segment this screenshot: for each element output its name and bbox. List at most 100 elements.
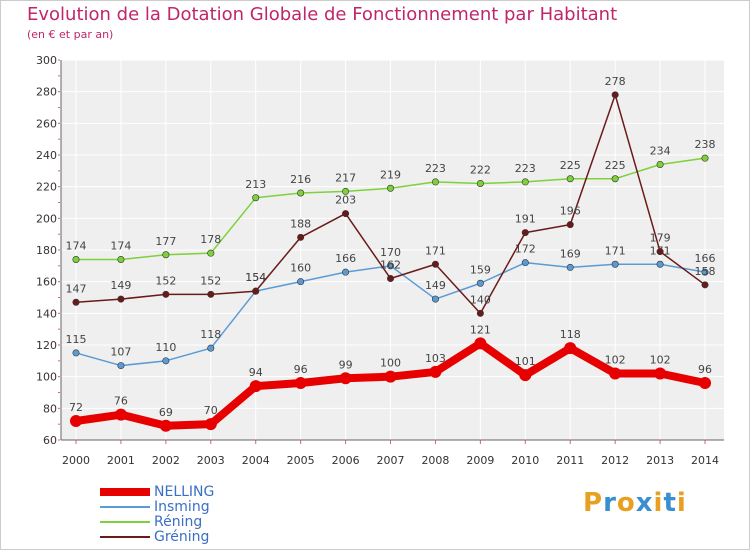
data-point-insming [207,344,215,352]
data-label-grening: 158 [695,265,716,278]
data-label-nelling: 100 [380,357,401,370]
data-point-insming [431,295,439,303]
y-tick-label: 300 [36,54,57,67]
legend-label: Insming [154,498,210,515]
data-label-grening: 152 [155,274,176,287]
data-point-nelling [474,337,487,350]
x-tick-label: 2007 [377,454,405,467]
y-tick-label: 140 [36,307,57,320]
data-point-rening [342,187,350,195]
data-label-nelling: 69 [159,406,173,419]
data-point-rening [431,178,439,186]
data-label-grening: 196 [560,205,581,218]
data-point-rening [521,178,529,186]
y-tick-label: 180 [36,244,57,257]
data-label-insming: 172 [515,243,536,256]
data-point-grening [656,248,664,256]
x-tick-label: 2013 [646,454,674,467]
legend-item: Réning [100,514,214,530]
data-point-rening [387,184,395,192]
data-label-insming: 171 [605,244,626,257]
data-label-insming: 166 [695,252,716,265]
chart-legend: NELLING Insming Réning Gréning [100,484,214,545]
data-label-insming: 160 [290,262,311,275]
data-point-insming [656,260,664,268]
x-tick-label: 2014 [691,454,719,467]
data-point-grening [431,260,439,268]
data-label-nelling: 70 [204,404,218,417]
data-label-insming: 166 [335,252,356,265]
data-label-insming: 107 [110,346,131,359]
data-label-insming: 110 [155,341,176,354]
legend-swatch [100,505,150,508]
data-point-grening [521,229,529,237]
data-label-insming: 154 [245,271,266,284]
data-label-nelling: 102 [650,354,671,367]
y-tick-label: 120 [36,339,57,352]
x-tick-label: 2002 [152,454,180,467]
data-label-insming: 115 [66,333,87,346]
x-tick-label: 2009 [466,454,494,467]
x-tick-label: 2003 [197,454,225,467]
data-point-nelling [114,408,127,421]
data-point-rening [297,189,305,197]
data-label-rening: 225 [560,159,581,172]
data-point-rening [207,249,215,257]
data-point-insming [72,349,80,357]
data-label-nelling: 94 [249,366,263,379]
data-label-insming: 169 [560,247,581,260]
data-point-nelling [519,369,532,382]
data-point-insming [521,259,529,267]
proxiti-logo: Proxiti [583,488,687,518]
data-label-rening: 219 [380,168,401,181]
data-point-nelling [204,418,217,431]
data-label-rening: 223 [425,162,446,175]
x-tick-label: 2004 [242,454,270,467]
legend-label: Gréning [154,528,210,545]
x-tick-label: 2011 [556,454,584,467]
data-point-grening [252,287,260,295]
data-label-nelling: 101 [515,355,536,368]
legend-item: Gréning [100,528,214,545]
x-tick-label: 2006 [332,454,360,467]
data-point-insming [297,278,305,286]
data-point-grening [476,309,484,317]
data-point-nelling [339,372,352,385]
data-point-grening [297,233,305,241]
y-tick-label: 260 [36,117,57,130]
data-point-rening [701,154,709,162]
data-point-insming [476,279,484,287]
data-label-grening: 147 [66,282,87,295]
brand-letter: t [663,488,677,518]
data-point-rening [117,255,125,263]
y-tick-label: 60 [43,434,57,447]
data-point-nelling [294,377,307,389]
data-point-grening [701,281,709,289]
data-point-nelling [384,370,397,383]
data-label-insming: 170 [380,246,401,259]
data-label-rening: 174 [66,240,87,253]
chart-title: Evolution de la Dotation Globale de Fonc… [27,4,618,25]
data-label-nelling: 99 [339,358,353,371]
data-label-nelling: 96 [698,363,712,376]
data-point-rening [476,180,484,188]
data-point-nelling [159,419,172,432]
y-tick-label: 200 [36,212,57,225]
data-point-grening [387,274,395,282]
data-point-rening [72,255,80,263]
data-point-nelling [699,377,712,389]
data-point-nelling [654,367,667,380]
y-tick-label: 160 [36,276,57,289]
data-label-rening: 217 [335,171,356,184]
chart-subtitle: (en € et par an) [27,28,114,41]
data-label-grening: 149 [110,279,131,292]
data-label-nelling: 76 [114,395,128,408]
data-label-rening: 223 [515,162,536,175]
data-label-insming: 149 [425,279,446,292]
brand-letter: r [603,488,617,518]
data-label-insming: 118 [200,328,221,341]
data-point-insming [162,357,170,365]
data-point-rening [252,194,260,202]
brand-letter: i [653,488,664,518]
